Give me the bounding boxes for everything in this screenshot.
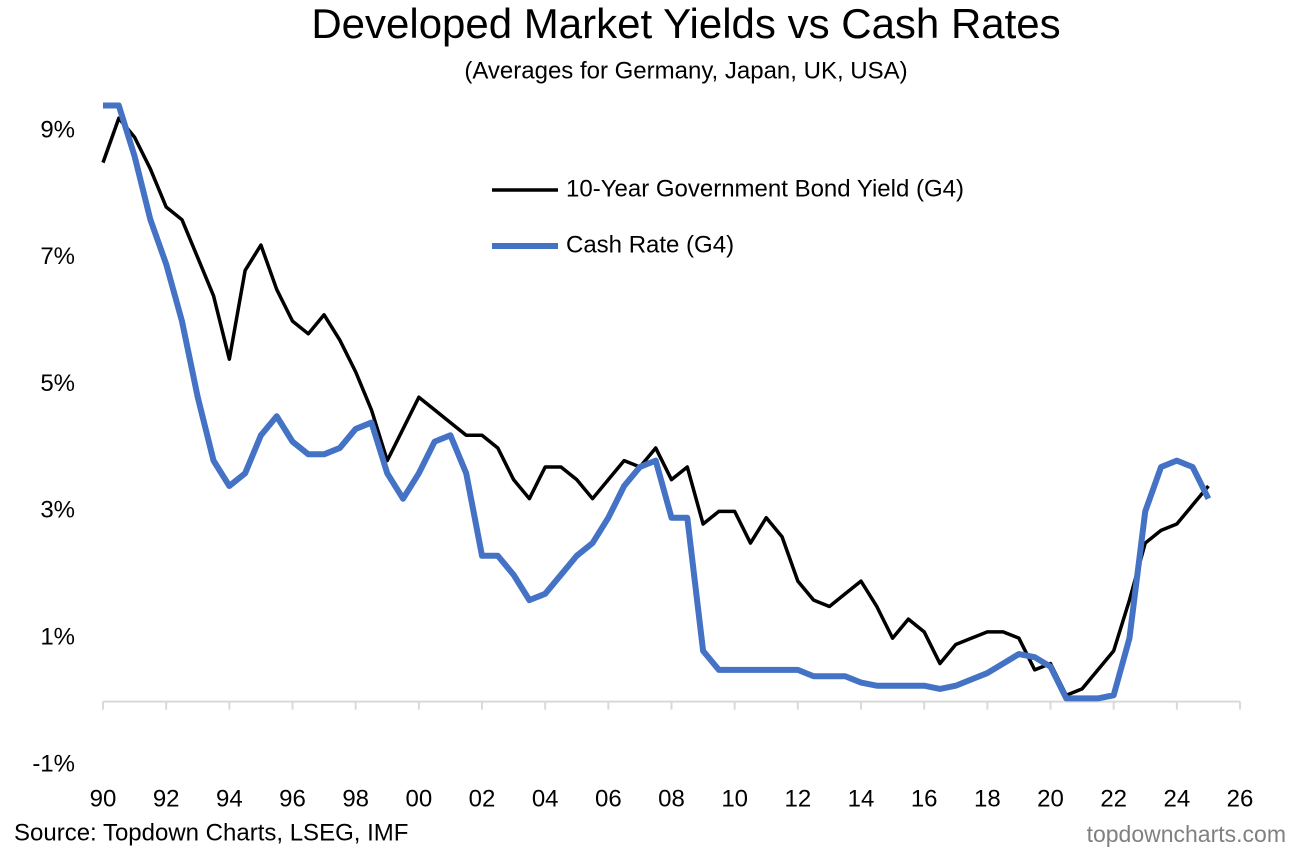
y-tick-label: 5% (40, 370, 75, 397)
x-tick-label: 00 (405, 785, 432, 812)
x-tick-label: 18 (974, 785, 1001, 812)
x-tick-label: 04 (532, 785, 559, 812)
x-tick-label: 16 (911, 785, 938, 812)
y-tick-label: 1% (40, 624, 75, 651)
x-tick-label: 10 (721, 785, 748, 812)
x-tick-label: 24 (1163, 785, 1190, 812)
x-tick-label: 22 (1100, 785, 1127, 812)
x-tick-label: 92 (153, 785, 180, 812)
y-tick-label: 9% (40, 116, 75, 143)
x-tick-label: 90 (90, 785, 117, 812)
y-tick-label: -1% (32, 750, 75, 777)
x-tick-label: 14 (848, 785, 875, 812)
x-tick-label: 98 (342, 785, 369, 812)
chart-title: Developed Market Yields vs Cash Rates (311, 0, 1060, 47)
x-tick-label: 12 (784, 785, 811, 812)
x-tick-label: 96 (279, 785, 306, 812)
x-tick-label: 02 (469, 785, 496, 812)
watermark: topdowncharts.com (1087, 821, 1286, 847)
chart-subtitle: (Averages for Germany, Japan, UK, USA) (464, 57, 907, 84)
series-line (101, 116, 1210, 697)
x-tick-label: 26 (1227, 785, 1254, 812)
x-tick-label: 20 (1037, 785, 1064, 812)
legend-label: 10-Year Government Bond Yield (G4) (566, 175, 964, 202)
series-line (103, 102, 1212, 702)
x-tick-label: 08 (658, 785, 685, 812)
source-note: Source: Topdown Charts, LSEG, IMF (14, 819, 408, 846)
legend-label: Cash Rate (G4) (566, 231, 734, 258)
x-tick-label: 06 (595, 785, 622, 812)
x-tick-label: 94 (216, 785, 243, 812)
y-tick-label: 7% (40, 243, 75, 270)
y-tick-label: 3% (40, 497, 75, 524)
